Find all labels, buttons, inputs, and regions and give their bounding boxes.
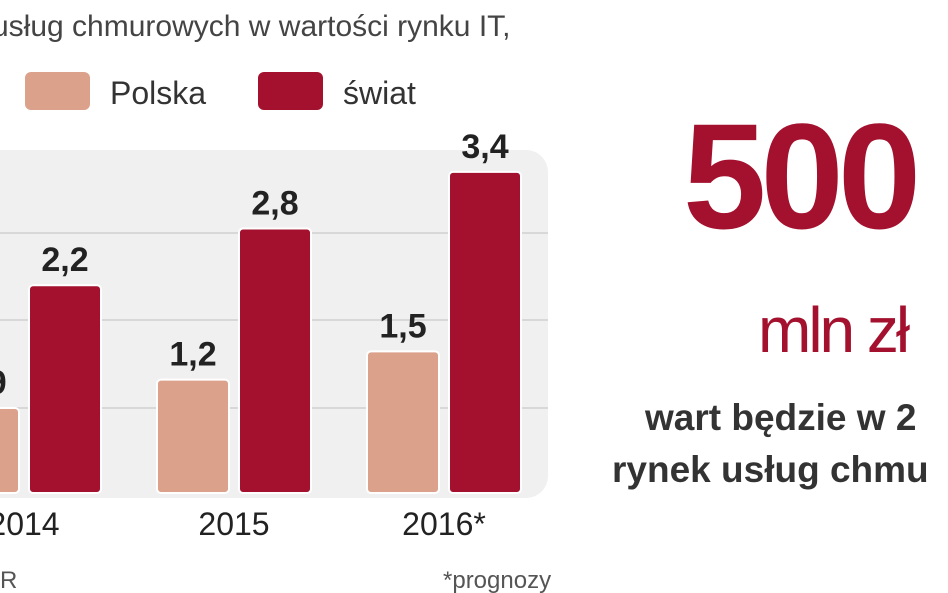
- legend-swatch: [25, 72, 90, 110]
- x-tick-label: 2016*: [402, 506, 486, 542]
- value-label: 1,2: [169, 336, 216, 374]
- value-label: 2,8: [251, 185, 298, 223]
- value-label: 0,9: [0, 364, 7, 402]
- highlight-value: 500: [683, 92, 916, 260]
- source: R: [0, 567, 17, 593]
- bar: [0, 407, 20, 494]
- bar: [28, 284, 102, 494]
- highlight-unit: mln zł: [758, 294, 910, 366]
- bar: [366, 350, 440, 495]
- highlight-text: wart będzie w 2: [644, 397, 916, 438]
- bar: [238, 227, 312, 495]
- x-tick-label: 2014: [0, 506, 60, 542]
- highlight-text: rynek usług chmu: [612, 449, 929, 490]
- x-tick-label: 2015: [198, 506, 269, 542]
- value-label: 2,2: [41, 241, 88, 279]
- bar: [156, 378, 230, 494]
- note: *prognozy: [443, 567, 551, 593]
- legend-label: świat: [343, 75, 416, 111]
- value-label: 1,5: [379, 307, 426, 345]
- chart-title: usług chmurowych w wartości rynku IT,: [0, 10, 511, 43]
- bar: [448, 170, 522, 494]
- legend-swatch: [258, 72, 323, 110]
- legend-label: Polska: [110, 75, 206, 111]
- value-label: 3,4: [461, 128, 508, 166]
